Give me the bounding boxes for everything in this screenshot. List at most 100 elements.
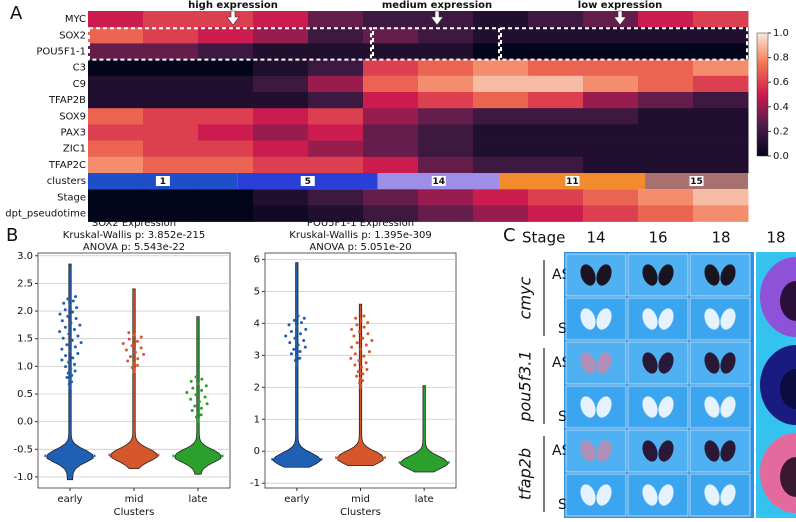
heat-cell	[363, 108, 419, 125]
annotation: low expression	[578, 0, 662, 11]
image-tile	[689, 341, 751, 385]
embryo	[580, 308, 596, 330]
heat-cell	[198, 43, 254, 60]
embryo	[658, 440, 674, 462]
swarm-point	[63, 308, 67, 312]
embryo	[642, 352, 658, 374]
row-label: MYC	[65, 14, 86, 25]
y-tick-label: 5	[254, 286, 260, 297]
y-tick-label: 1.5	[17, 334, 33, 345]
cluster-tag	[431, 176, 446, 186]
swarm-point	[302, 316, 306, 320]
swarm-point	[293, 358, 297, 362]
swarm-point	[68, 349, 72, 353]
swarm-point	[361, 379, 365, 383]
swarm-point	[370, 338, 374, 342]
image-tile	[689, 253, 751, 297]
heat-cell	[583, 140, 639, 158]
highlight-box	[500, 27, 748, 61]
row-label: clusters	[47, 176, 86, 187]
arrow	[226, 10, 240, 26]
swarm-point	[293, 336, 297, 340]
y-tick-label: 1.0	[17, 361, 33, 372]
swarm-point	[200, 377, 204, 381]
swarm-point	[203, 395, 207, 399]
colorbar-tick-label: 1.0	[773, 28, 789, 39]
heat-cell	[583, 27, 639, 44]
embryo	[642, 396, 658, 418]
embryo	[704, 484, 720, 506]
swarm-point	[295, 361, 299, 365]
heat-cell	[308, 124, 364, 141]
swarm-point	[359, 347, 363, 351]
swarm-point	[292, 318, 296, 322]
swarm-point	[196, 382, 200, 386]
heat-cell	[143, 75, 199, 93]
swarm-point	[71, 356, 75, 360]
embryo	[704, 352, 720, 374]
heat-cell	[638, 108, 694, 125]
swarm-point	[67, 382, 71, 386]
swarm-point	[72, 327, 76, 331]
embryo	[720, 264, 736, 286]
x-tick-label: late	[415, 494, 434, 505]
heat-cell	[88, 27, 144, 44]
heat-cell	[638, 140, 694, 158]
heat-cell	[473, 11, 529, 28]
heat-cell	[418, 156, 474, 174]
swarm-point	[71, 310, 75, 314]
heat-cell	[198, 27, 254, 44]
swarm-point	[349, 356, 353, 360]
arrow	[613, 10, 627, 26]
swarm-point	[359, 365, 363, 369]
swarm-point	[75, 306, 79, 310]
heat-cell	[528, 156, 584, 174]
heat-cell	[638, 75, 694, 93]
heat-cell	[473, 59, 529, 77]
gene-name: cmyc	[516, 276, 535, 319]
swarm-point	[356, 370, 360, 374]
cluster-label: 5	[305, 177, 311, 187]
swarm-point	[362, 314, 366, 318]
heat-cell	[363, 43, 419, 60]
heat-cell	[418, 108, 474, 125]
heat-cell	[418, 189, 474, 206]
row-label: dpt_pseudotime	[5, 209, 86, 220]
heat-cell	[253, 92, 309, 109]
swarm-point	[295, 354, 299, 358]
image-tile	[627, 341, 689, 385]
swarm-point	[359, 385, 362, 389]
colorbar	[756, 32, 769, 157]
swarm-point	[127, 331, 131, 335]
heat-cell	[198, 75, 254, 93]
swarm-point	[60, 347, 64, 351]
stage-label: Stage	[522, 229, 565, 247]
swarm-point	[71, 299, 75, 303]
row-label: C3	[73, 63, 86, 74]
swarm-point	[295, 363, 299, 367]
heat-cell	[143, 11, 199, 28]
swarm-point	[185, 391, 189, 395]
heat-cell	[88, 75, 144, 93]
y-tick-label: -1.0	[13, 472, 33, 483]
swarm-point	[64, 365, 68, 369]
embryo	[642, 484, 658, 506]
swarm-point	[292, 347, 296, 351]
heat-cell	[198, 11, 254, 28]
swarm-point	[361, 372, 365, 376]
gene-name: tfap2b	[516, 448, 535, 500]
heat-cell	[88, 140, 144, 158]
swarm-point	[74, 317, 78, 321]
image-tile	[565, 341, 627, 385]
row-label: PAX3	[61, 128, 86, 139]
stage-number: 14	[586, 229, 605, 247]
swarm-point	[350, 327, 354, 331]
view-label: S	[558, 321, 567, 337]
heat-cell	[528, 43, 584, 60]
heat-cell	[693, 43, 749, 60]
swarm-point	[78, 323, 82, 327]
heat-cell	[308, 140, 364, 158]
swarm-point	[302, 338, 306, 342]
swarm-point	[355, 323, 359, 327]
